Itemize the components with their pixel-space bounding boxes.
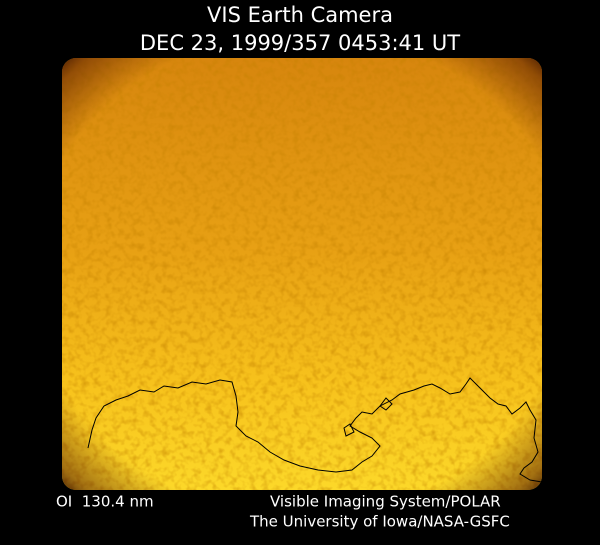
- coastline: [87, 377, 542, 483]
- instrument-label: Visible Imaging System/POLAR: [270, 493, 501, 511]
- title: VIS Earth Camera: [207, 3, 393, 27]
- earth-image: [62, 58, 542, 490]
- credit-label: The University of Iowa/NASA-GSFC: [249, 513, 510, 531]
- subtitle: DEC 23, 1999/357 0453:41 UT: [140, 31, 460, 55]
- filter-label: OI 130.4 nm: [56, 493, 154, 511]
